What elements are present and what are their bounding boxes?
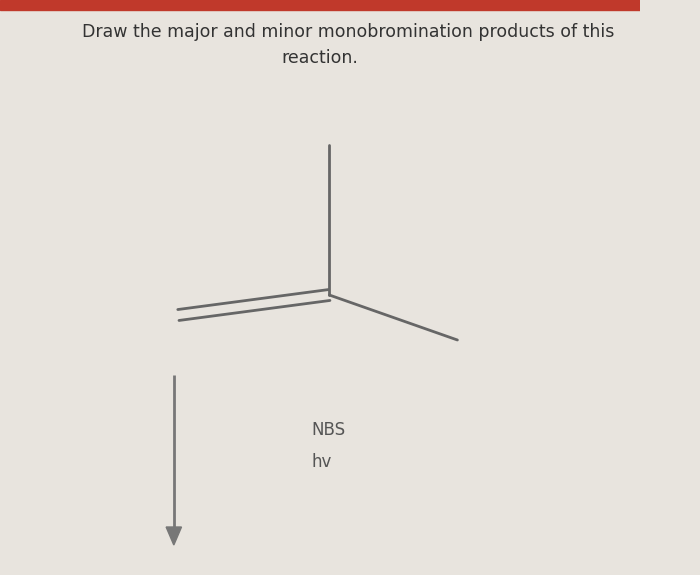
Text: Draw the major and minor monobromination products of this: Draw the major and minor monobromination… (83, 23, 615, 41)
Text: hv: hv (311, 453, 331, 471)
Polygon shape (166, 527, 181, 545)
Bar (0, 0, 640, 10)
Text: reaction.: reaction. (281, 49, 358, 67)
Text: NBS: NBS (311, 421, 345, 439)
